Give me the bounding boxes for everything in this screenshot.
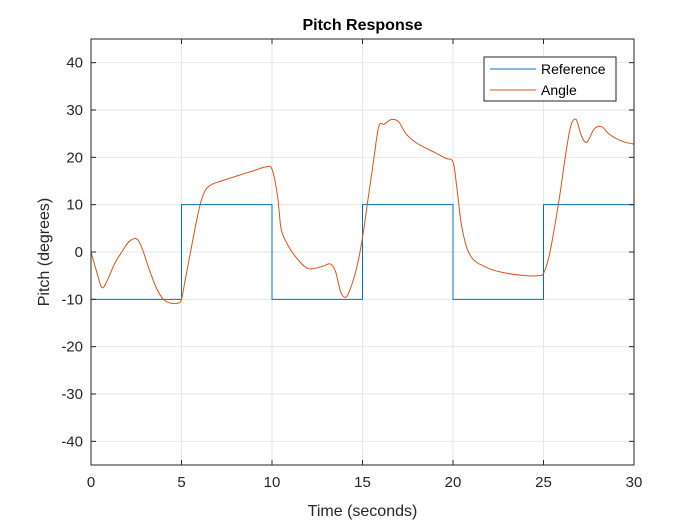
- y-tick-label: 0: [75, 244, 83, 261]
- y-tick-label: -10: [61, 291, 83, 308]
- x-tick-label: 15: [354, 474, 371, 491]
- angle-line: [90, 118, 635, 305]
- y-tick-label: 10: [66, 197, 83, 214]
- y-tick-label: 30: [66, 102, 83, 119]
- y-tick-label: 20: [66, 149, 83, 166]
- legend-box: [483, 56, 617, 102]
- x-axis-label: Time (seconds): [308, 503, 418, 520]
- reference-line: [91, 204, 635, 300]
- legend-entry-angle: Angle: [541, 82, 577, 98]
- x-tick-label: 5: [177, 474, 185, 491]
- x-tick-label: 0: [87, 474, 95, 491]
- chart-title: Pitch Response: [302, 17, 422, 34]
- x-tick-label: 25: [535, 474, 552, 491]
- y-tick-label: 40: [66, 55, 83, 72]
- x-tick-label: 20: [445, 474, 462, 491]
- y-tick-label: -30: [61, 386, 83, 403]
- legend-entry-reference: Reference: [541, 61, 606, 77]
- series-layer: [90, 118, 635, 305]
- x-tick-label: 10: [264, 474, 281, 491]
- y-tick-label: -20: [61, 339, 83, 356]
- y-tick-label: -40: [61, 433, 83, 450]
- legend: Reference Angle: [483, 56, 617, 102]
- y-axis-label: Pitch (degrees): [36, 198, 53, 307]
- ticks: [90, 39, 635, 465]
- tick-labels: 0 5 10 15 20 25 30 -40 -30 -20 -10 0 10 20 30 40: [61, 55, 642, 491]
- x-tick-label: 30: [626, 474, 643, 491]
